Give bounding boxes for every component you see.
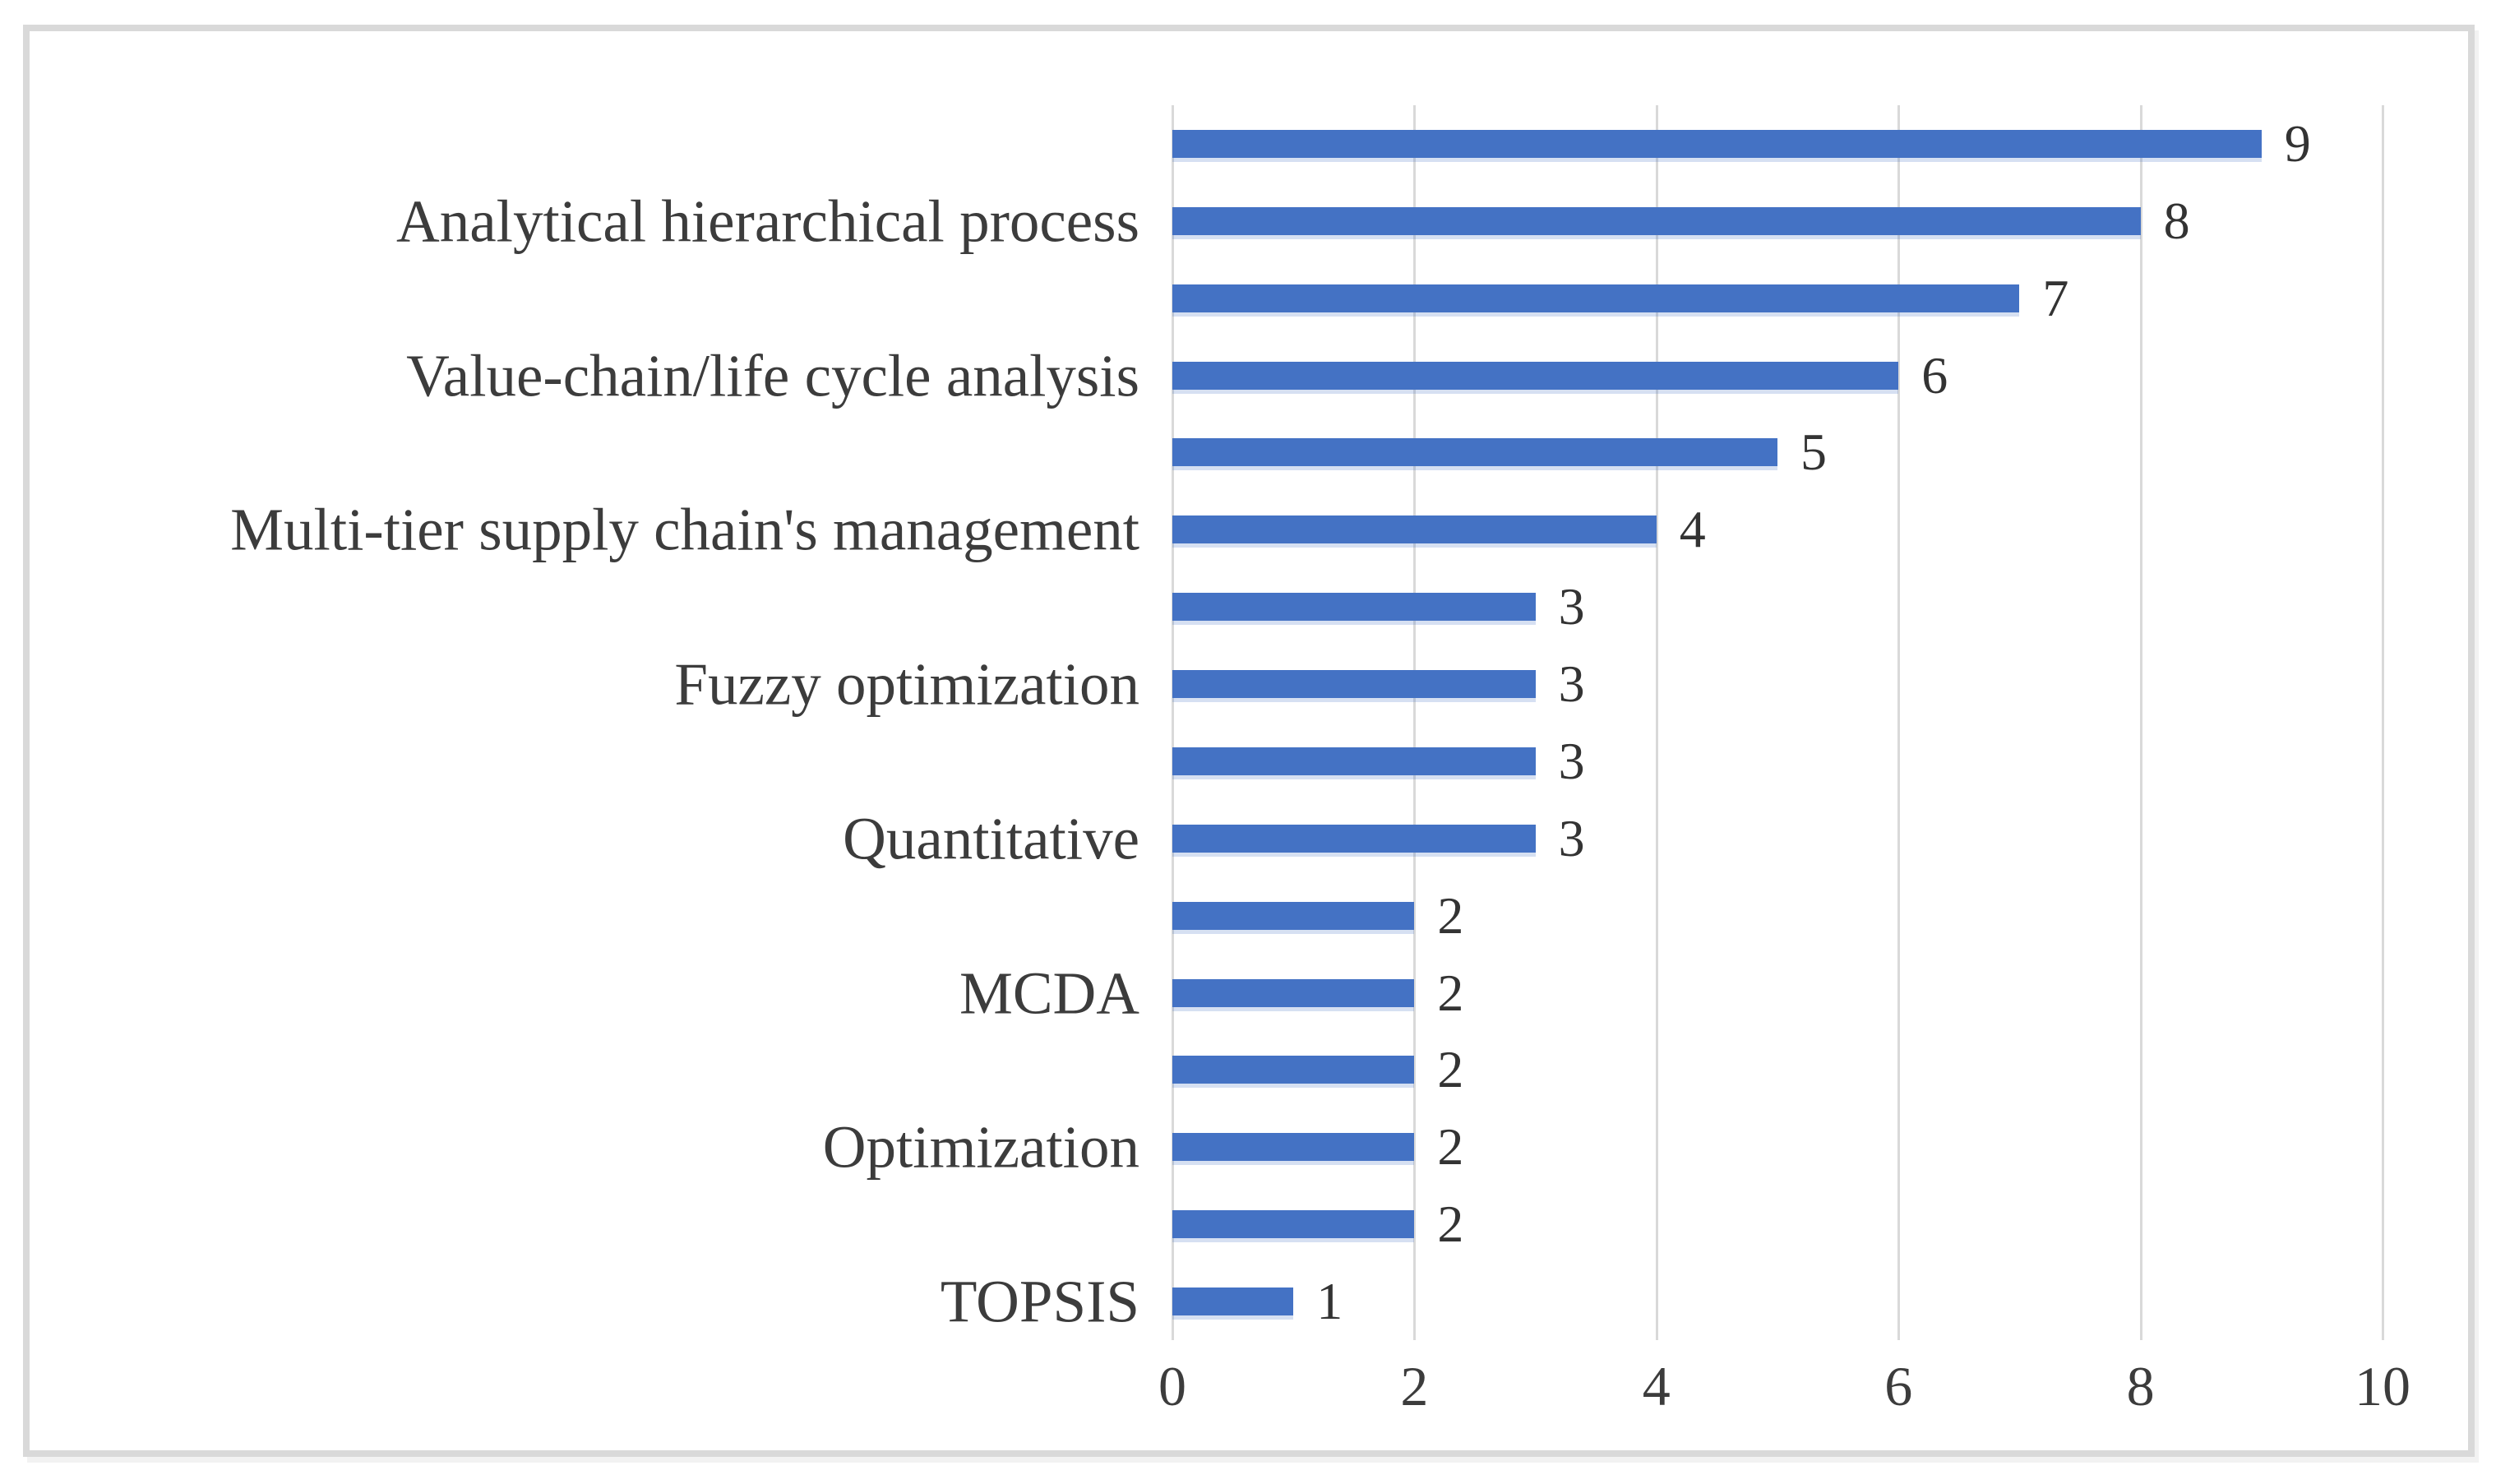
bar-value-label: 2 bbox=[1437, 885, 1464, 945]
bar-value-label: 3 bbox=[1558, 731, 1585, 790]
x-tick-label-2: 2 bbox=[1400, 1355, 1429, 1417]
category-label: Multi-tier supply chain's management bbox=[230, 496, 1139, 563]
chart-row: Optimization 2 bbox=[0, 1108, 2496, 1186]
bar bbox=[1172, 206, 2141, 235]
bar bbox=[1172, 284, 2020, 312]
bar-value-label: 3 bbox=[1558, 808, 1585, 867]
chart-row: Multi-tier supply chain's management 4 bbox=[0, 491, 2496, 568]
bar-value-label: 5 bbox=[1800, 423, 1827, 482]
chart-row: Fuzzy optimization 3 bbox=[0, 645, 2496, 723]
bar bbox=[1172, 129, 2262, 158]
bar-rows: 9 Analytical hierarchical process 8 7 Value-… bbox=[0, 105, 2496, 1340]
chart-row: 2 bbox=[0, 877, 2496, 955]
chart-row: 9 bbox=[0, 105, 2496, 183]
bar bbox=[1172, 438, 1777, 467]
bar-value-label: 2 bbox=[1437, 1040, 1464, 1099]
bar-value-label: 3 bbox=[1558, 654, 1585, 714]
category-label: Fuzzy optimization bbox=[674, 650, 1139, 718]
bar-value-label: 7 bbox=[2042, 268, 2069, 327]
chart-row: Quantitative 3 bbox=[0, 800, 2496, 877]
category-label: Value-chain/life cycle analysis bbox=[406, 342, 1139, 409]
chart-row: TOPSIS 1 bbox=[0, 1263, 2496, 1340]
bar bbox=[1172, 1133, 1415, 1162]
bar-value-label: 2 bbox=[1437, 963, 1464, 1022]
chart-row: 7 bbox=[0, 260, 2496, 337]
gridline-x-4 bbox=[1655, 105, 1658, 1340]
category-label: MCDA bbox=[959, 959, 1139, 1027]
bar bbox=[1172, 1056, 1415, 1084]
bar bbox=[1172, 1210, 1415, 1239]
category-label: Quantitative bbox=[843, 805, 1139, 872]
bar bbox=[1172, 901, 1415, 930]
gridline-x-0 bbox=[1172, 105, 1174, 1340]
gridline-x-10 bbox=[2382, 105, 2384, 1340]
bar-value-label: 2 bbox=[1437, 1195, 1464, 1254]
x-tick-label-4: 4 bbox=[1642, 1355, 1671, 1417]
category-label: Analytical hierarchical process bbox=[396, 187, 1139, 255]
x-tick-label-6: 6 bbox=[1884, 1355, 1913, 1417]
chart-row: 2 bbox=[0, 1186, 2496, 1263]
chart-row: 3 bbox=[0, 723, 2496, 800]
gridline-x-8 bbox=[2139, 105, 2142, 1340]
x-tick-label-10: 10 bbox=[2355, 1355, 2410, 1417]
bar-value-label: 3 bbox=[1558, 577, 1585, 636]
bar bbox=[1172, 670, 1536, 699]
chart-row: 5 bbox=[0, 414, 2496, 492]
chart-row: Analytical hierarchical process 8 bbox=[0, 183, 2496, 260]
bar-value-label: 4 bbox=[1679, 500, 1706, 559]
bar-value-label: 9 bbox=[2284, 113, 2311, 173]
category-label: TOPSIS bbox=[940, 1268, 1139, 1335]
bar bbox=[1172, 747, 1536, 775]
chart-row: 2 bbox=[0, 1032, 2496, 1109]
bar-value-label: 8 bbox=[2163, 191, 2190, 250]
bar bbox=[1172, 593, 1536, 622]
x-tick-label-0: 0 bbox=[1158, 1355, 1186, 1417]
bar-value-label: 2 bbox=[1437, 1117, 1464, 1177]
bar bbox=[1172, 824, 1536, 853]
bar bbox=[1172, 361, 1899, 390]
bar bbox=[1172, 978, 1415, 1007]
bar bbox=[1172, 515, 1657, 544]
gridline-x-6 bbox=[1897, 105, 1901, 1340]
bar-value-label: 1 bbox=[1316, 1272, 1343, 1331]
bar-value-label: 6 bbox=[1921, 345, 1948, 405]
chart-row: Value-chain/life cycle analysis 6 bbox=[0, 337, 2496, 414]
chart-row: MCDA 2 bbox=[0, 955, 2496, 1032]
x-tick-label-8: 8 bbox=[2126, 1355, 2155, 1417]
category-label: Optimization bbox=[822, 1113, 1139, 1181]
chart-row: 3 bbox=[0, 568, 2496, 645]
bar bbox=[1172, 1288, 1294, 1316]
gridline-x-2 bbox=[1413, 105, 1417, 1340]
